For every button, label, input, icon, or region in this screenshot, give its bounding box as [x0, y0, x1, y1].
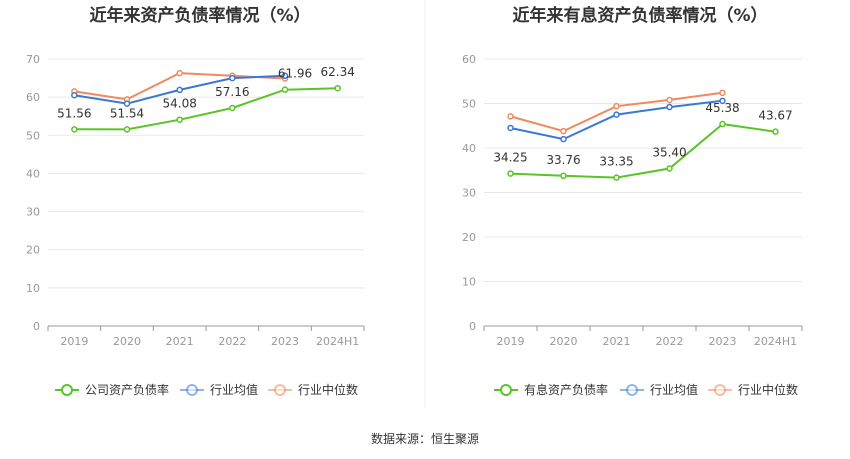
- data-point: [560, 172, 567, 180]
- legend-label: 行业中位数: [738, 382, 798, 397]
- x-tick-label: 2020: [113, 335, 141, 348]
- data-point: [719, 120, 726, 128]
- data-point: [71, 126, 78, 133]
- data-point: [229, 104, 236, 112]
- data-point: [560, 135, 567, 143]
- data-point: [507, 124, 514, 132]
- legend-label: 行业均值: [650, 382, 698, 397]
- data-label: 43.67: [758, 109, 792, 123]
- x-tick-label: 2019: [60, 335, 88, 348]
- debt-ratio-chart: 近年来资产负债率情况（%） 0 10 20 30 40 50 60 70 2019 2020 2021…: [26, 5, 365, 397]
- data-label: 54.08: [162, 97, 196, 111]
- data-point: [719, 97, 726, 105]
- y-tick-label: 0: [469, 320, 476, 333]
- legend-label: 有息资产负债率: [524, 382, 608, 397]
- legend-label: 行业均值: [210, 382, 258, 397]
- data-point: [719, 89, 726, 97]
- legend-circle-marker: [500, 384, 512, 396]
- x-tick-label: 2022: [656, 335, 684, 348]
- data-point: [229, 74, 236, 82]
- data-point: [176, 116, 183, 123]
- data-point: [123, 100, 131, 107]
- y-tick-label: 70: [26, 53, 40, 66]
- data-point: [613, 102, 620, 110]
- data-point: [334, 84, 341, 92]
- data-label: 35.40: [652, 145, 686, 159]
- y-tick-label: 20: [462, 231, 476, 244]
- y-tick-label: 10: [462, 276, 476, 289]
- data-label: 34.25: [493, 151, 527, 165]
- data-point: [666, 165, 673, 172]
- data-point: [666, 103, 673, 111]
- legend-label: 行业中位数: [298, 382, 358, 397]
- legend-label: 公司资产负债率: [85, 382, 169, 397]
- data-point: [176, 86, 183, 94]
- source-note: 数据来源：恒生聚源: [371, 431, 479, 446]
- interest-debt-ratio-chart: 近年来有息资产负债率情况（%） 0 10 20 30 40 50 60 2019 2020 2021…: [462, 5, 803, 397]
- data-point: [613, 111, 620, 118]
- x-tick-label: 2021: [166, 335, 194, 348]
- data-label: 33.76: [546, 153, 580, 167]
- series-line: [510, 123, 776, 179]
- y-tick-label: 20: [26, 244, 40, 257]
- data-point: [281, 86, 289, 93]
- data-label: 51.54: [110, 106, 144, 120]
- x-tick-label: 2022: [218, 335, 246, 348]
- data-point: [560, 127, 567, 135]
- y-tick-label: 30: [462, 187, 476, 200]
- data-label: 62.34: [320, 65, 354, 79]
- y-tick-label: 50: [462, 98, 476, 111]
- data-point: [123, 126, 131, 133]
- x-tick-label: 2024H1: [754, 335, 797, 348]
- data-point: [507, 170, 514, 177]
- y-tick-label: 50: [26, 129, 40, 142]
- x-tick-label: 2023: [709, 335, 737, 348]
- data-point: [613, 174, 620, 181]
- data-label: 33.35: [599, 155, 633, 169]
- data-label: 61.96: [278, 67, 312, 81]
- data-point: [176, 69, 183, 77]
- legend-item[interactable]: 公司资产负债率: [55, 382, 169, 397]
- y-tick-label: 10: [26, 282, 40, 295]
- y-tick-label: 40: [26, 167, 40, 180]
- legend-circle-marker: [274, 384, 286, 396]
- data-label: 57.16: [215, 85, 249, 99]
- x-tick-label: 2020: [550, 335, 578, 348]
- y-tick-label: 40: [462, 142, 476, 155]
- x-tick-label: 2024H1: [316, 335, 359, 348]
- chart-title: 近年来有息资产负债率情况（%）: [512, 5, 767, 26]
- data-point: [281, 72, 289, 80]
- legend-item[interactable]: 行业均值: [620, 382, 698, 397]
- data-point: [772, 128, 779, 135]
- data-point: [71, 91, 78, 99]
- y-tick-label: 60: [26, 91, 40, 104]
- data-point: [666, 96, 673, 104]
- legend-item[interactable]: 行业均值: [180, 382, 258, 397]
- legend-item[interactable]: 行业中位数: [268, 382, 358, 397]
- data-point: [507, 113, 514, 120]
- y-tick-label: 0: [33, 320, 40, 333]
- legend-circle-marker: [186, 384, 198, 396]
- y-tick-label: 30: [26, 206, 40, 219]
- x-tick-label: 2023: [271, 335, 299, 348]
- legend-item[interactable]: 有息资产负债率: [494, 382, 608, 397]
- legend-item[interactable]: 行业中位数: [708, 382, 798, 397]
- legend-circle-marker: [714, 384, 726, 396]
- data-label: 45.38: [705, 101, 739, 115]
- x-tick-label: 2019: [497, 335, 525, 348]
- x-tick-label: 2021: [603, 335, 631, 348]
- y-tick-label: 60: [462, 53, 476, 66]
- data-label: 51.56: [57, 106, 91, 120]
- chart-title: 近年来资产负债率情况（%）: [89, 5, 310, 26]
- legend-circle-marker: [626, 384, 638, 396]
- series-line: [74, 87, 338, 131]
- legend-circle-marker: [61, 384, 73, 396]
